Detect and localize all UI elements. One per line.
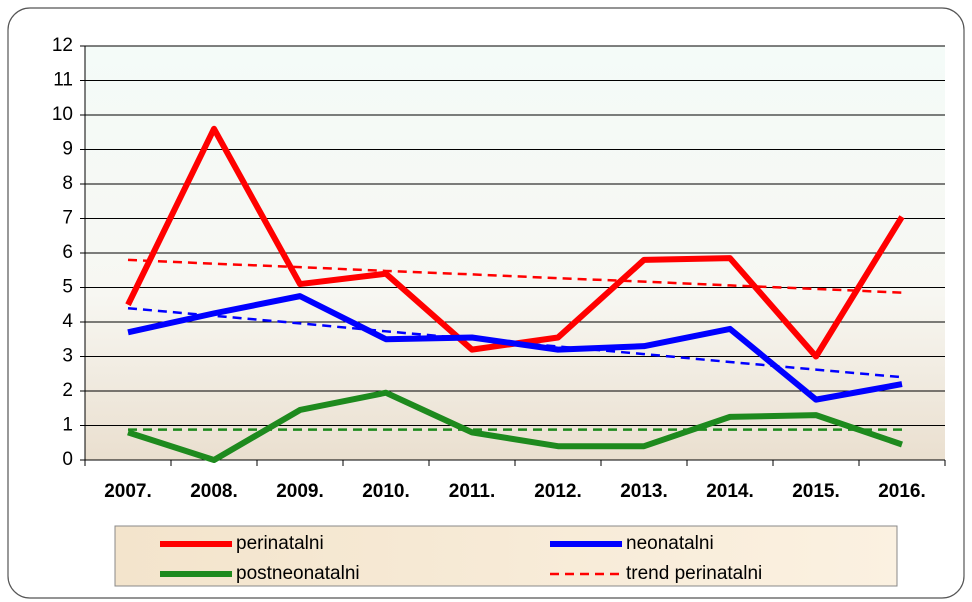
x-tick-label: 2012. [534, 481, 582, 502]
x-tick-label: 2016. [878, 481, 926, 502]
legend-label: trend perinatalni [626, 563, 762, 584]
legend-label: neonatalni [626, 533, 714, 554]
y-tick-label: 10 [52, 104, 73, 125]
y-tick-label: 3 [62, 346, 73, 367]
y-tick-label: 6 [62, 242, 73, 263]
x-tick-label: 2008. [190, 481, 238, 502]
x-tick-label: 2013. [620, 481, 668, 502]
legend-box [115, 526, 897, 586]
y-tick-label: 2 [62, 380, 73, 401]
x-tick-label: 2007. [104, 481, 152, 502]
y-tick-label: 8 [62, 173, 73, 194]
y-tick-label: 4 [62, 311, 73, 332]
y-tick-label: 0 [62, 449, 73, 470]
y-tick-label: 1 [62, 415, 73, 436]
y-tick-label: 12 [52, 35, 73, 56]
chart: 01234567891011122007.2008.2009.2010.2011… [0, 0, 972, 602]
legend-label: perinatalni [236, 533, 324, 554]
y-tick-label: 9 [62, 139, 73, 160]
legend-label: postneonatalni [236, 563, 360, 584]
x-tick-label: 2015. [792, 481, 840, 502]
y-tick-label: 5 [62, 277, 73, 298]
y-tick-label: 7 [62, 208, 73, 229]
x-tick-label: 2014. [706, 481, 754, 502]
x-tick-label: 2011. [449, 481, 496, 502]
x-tick-label: 2010. [362, 481, 410, 502]
x-tick-label: 2009. [276, 481, 324, 502]
y-tick-label: 11 [53, 70, 73, 91]
